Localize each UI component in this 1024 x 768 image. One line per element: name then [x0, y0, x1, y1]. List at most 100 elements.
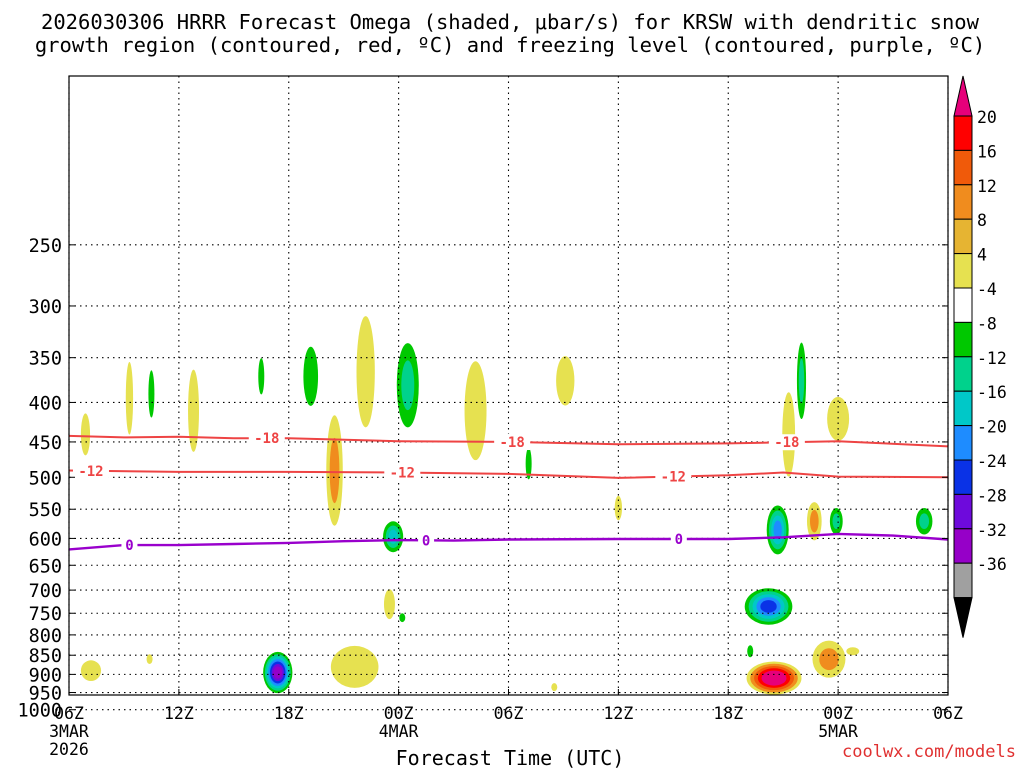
y-tick-label: 550	[29, 500, 62, 521]
omega-feature-up-22	[146, 654, 153, 665]
omega-band	[919, 513, 930, 530]
omega-band	[846, 647, 860, 656]
colorbar-top-arrow	[953, 75, 973, 117]
x-tick-label: 06Z	[933, 704, 963, 723]
x-tick-label: 12Z	[164, 704, 194, 723]
omega-band	[258, 358, 265, 395]
omega-feature-up-13	[326, 415, 343, 526]
colorbar-segment	[953, 562, 973, 599]
omega-band	[80, 660, 102, 682]
colorbar-segment	[953, 459, 973, 495]
omega-feature-up-27	[551, 683, 558, 692]
omega-band	[614, 495, 623, 521]
omega-feature-up-24	[330, 645, 379, 688]
contour-label: -12	[390, 466, 415, 482]
omega-feature-down-19	[829, 507, 843, 535]
chart-title-line-2: growth region (contoured, red, ºC) and f…	[35, 33, 985, 57]
colorbar-segment	[953, 218, 973, 255]
colorbar-segment	[953, 321, 973, 358]
contour-label-bg	[655, 468, 692, 485]
colorbar-segment	[953, 493, 973, 530]
colorbar-segment	[953, 390, 973, 427]
colorbar-label: -28	[977, 486, 1007, 505]
colorbar-bottom-arrow	[953, 597, 973, 638]
omega-band	[148, 370, 155, 418]
omega-feature-up-31	[812, 640, 846, 678]
omega-band	[303, 346, 319, 406]
omega-shading	[80, 316, 933, 695]
omega-feature-up-3	[188, 369, 200, 452]
x-tick-label: 18Z	[274, 704, 304, 723]
omega-feature-up-9	[556, 356, 575, 406]
omega-feature-down-16	[383, 521, 404, 553]
y-tick-label: 650	[29, 556, 62, 577]
omega-band	[765, 672, 783, 684]
x-tick-date: 5MAR	[818, 722, 858, 741]
colorbar-segment	[953, 425, 973, 461]
contour-label-bg	[418, 532, 435, 549]
omega-feature-down-29	[744, 588, 793, 625]
omega-band	[401, 360, 415, 411]
contour-label-bg	[670, 530, 687, 547]
colorbar-segment	[953, 528, 973, 564]
colorbar-label: -20	[977, 418, 1007, 437]
colorbar-segment	[953, 253, 973, 289]
chart-title-line-1: 2026030306 HRRR Forecast Omega (shaded, …	[41, 10, 980, 34]
omega-feature-up-18	[806, 502, 822, 541]
y-tick-label: 450	[29, 433, 62, 454]
y-tick-label: 1000	[17, 701, 62, 722]
omega-feature-down-7	[396, 343, 419, 428]
x-tick-label: 00Z	[823, 704, 853, 723]
x-tick-label: 18Z	[713, 704, 743, 723]
omega-feature-down-2	[148, 370, 155, 418]
omega-band	[464, 361, 487, 461]
omega-band	[819, 648, 839, 671]
omega-band	[383, 589, 395, 620]
credit-link[interactable]: coolwx.com/models	[842, 742, 1016, 762]
omega-feature-up-0	[80, 413, 91, 456]
colorbar-label: -12	[977, 349, 1007, 368]
omega-feature-up-6	[356, 316, 375, 428]
x-tick-date: 3MAR	[49, 722, 89, 741]
x-tick-year: 2026	[49, 740, 89, 759]
colorbar-label: -24	[977, 452, 1007, 471]
colorbar-label: -16	[977, 383, 1007, 402]
colorbar-label: -4	[977, 280, 997, 299]
contour-label-bg	[384, 464, 421, 481]
omega-band	[760, 600, 777, 613]
omega-feature-down-17	[766, 505, 789, 555]
contour-label-bg	[768, 434, 805, 451]
omega-band	[388, 529, 398, 544]
omega-feature-down-28	[747, 645, 754, 658]
y-tick-label: 500	[29, 468, 62, 489]
omega-feature-up-12	[827, 396, 850, 441]
y-tick-label: 350	[29, 349, 62, 370]
contour-label: 0	[675, 532, 683, 548]
colorbar-label: 12	[977, 177, 997, 196]
colorbar-label: -36	[977, 555, 1007, 574]
colorbar-label: 8	[977, 211, 987, 230]
dgz-contour-1	[68, 469, 949, 479]
colorbar-segment	[953, 184, 973, 220]
contour-label-bg	[248, 430, 285, 447]
omega-feature-up-30	[746, 661, 802, 695]
omega-feature-down-23	[263, 651, 293, 694]
y-tick-label: 700	[29, 581, 62, 602]
contour-label: -18	[500, 435, 525, 451]
omega-feature-up-21	[80, 660, 102, 682]
omega-band	[125, 362, 134, 435]
omega-band	[747, 645, 754, 658]
grid-lines	[68, 76, 949, 711]
contour-label-bg	[72, 462, 109, 479]
contour-label: -18	[774, 435, 799, 451]
omega-colorbar: 20 16 12 8 4 -4 -8 -12 -16 -20 -24 -28 -32 -36	[953, 75, 1007, 638]
colorbar-segment	[953, 149, 973, 186]
omega-feature-down-14	[525, 447, 532, 480]
omega-band	[827, 396, 850, 441]
colorbar-label: -8	[977, 314, 997, 333]
y-tick-label: 800	[29, 626, 62, 647]
contour-label: -12	[661, 470, 686, 486]
colorbar-segment	[953, 356, 973, 392]
omega-band	[832, 513, 841, 530]
